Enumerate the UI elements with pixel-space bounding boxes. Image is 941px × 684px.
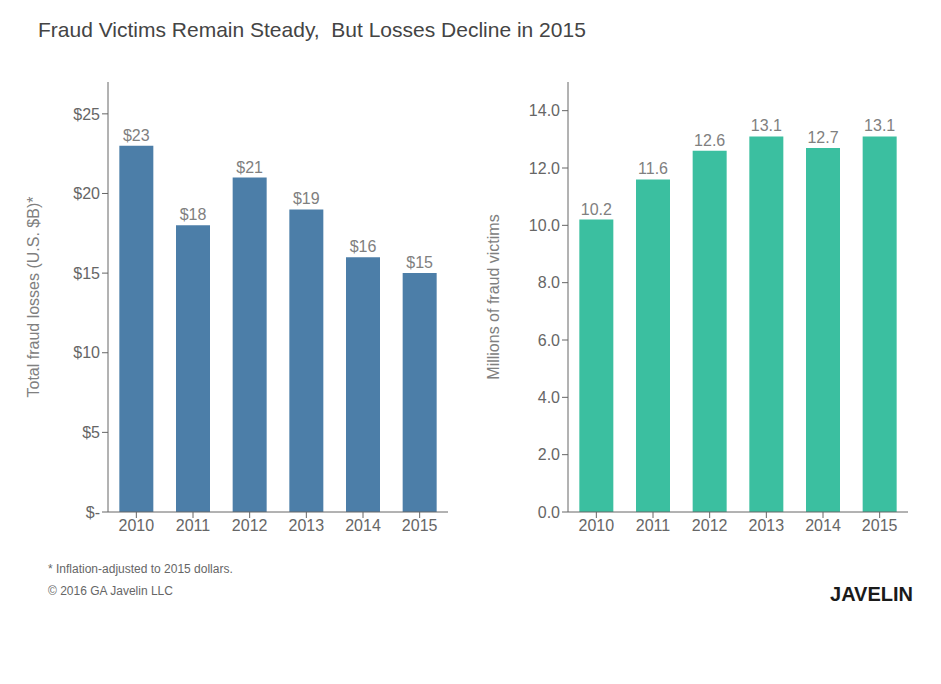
- svg-text:Millions of fraud victims: Millions of fraud victims: [485, 214, 502, 379]
- svg-text:12.0: 12.0: [529, 160, 560, 177]
- svg-text:$20: $20: [73, 185, 100, 202]
- svg-text:2.0: 2.0: [538, 446, 560, 463]
- svg-text:11.6: 11.6: [638, 160, 668, 177]
- svg-text:2011: 2011: [176, 517, 211, 534]
- svg-text:$-: $-: [86, 504, 100, 521]
- svg-text:2015: 2015: [862, 517, 898, 534]
- svg-text:2014: 2014: [805, 517, 841, 534]
- svg-text:12.7: 12.7: [807, 129, 838, 146]
- svg-text:0.0: 0.0: [538, 504, 560, 521]
- html-text:* Inflation-adjusted to 2015 d: * Inflation-adjusted to 2015 dollars.: [48, 562, 233, 576]
- svg-text:2011: 2011: [636, 517, 671, 534]
- svg-text:10.2: 10.2: [581, 201, 612, 218]
- svg-text:2013: 2013: [289, 517, 325, 534]
- svg-text:2015: 2015: [402, 517, 438, 534]
- svg-text:13.1: 13.1: [864, 117, 895, 134]
- svg-text:2010: 2010: [119, 517, 155, 534]
- svg-text:12.6: 12.6: [694, 132, 725, 149]
- svg-text:Total fraud losses (U.S. $B)*: Total fraud losses (U.S. $B)*: [25, 197, 42, 398]
- html-text:Fraud Victims Remain Steady, B: Fraud Victims Remain Steady, But Losses …: [38, 18, 586, 41]
- html-text:JAVELIN: JAVELIN: [830, 583, 913, 605]
- svg-text:$5: $5: [82, 424, 100, 441]
- svg-text:6.0: 6.0: [538, 332, 560, 349]
- svg-text:$15: $15: [73, 265, 100, 282]
- svg-text:2014: 2014: [345, 517, 381, 534]
- svg-text:$16: $16: [350, 238, 377, 255]
- svg-text:$19: $19: [293, 190, 320, 207]
- svg-text:13.1: 13.1: [751, 117, 782, 134]
- svg-text:14.0: 14.0: [529, 102, 560, 119]
- svg-text:2012: 2012: [232, 517, 268, 534]
- svg-text:2013: 2013: [749, 517, 785, 534]
- svg-text:$25: $25: [73, 106, 100, 123]
- svg-text:10.0: 10.0: [529, 217, 560, 234]
- svg-text:4.0: 4.0: [538, 389, 560, 406]
- svg-text:2010: 2010: [579, 517, 615, 534]
- svg-text:$15: $15: [406, 254, 433, 271]
- svg-text:$23: $23: [123, 127, 150, 144]
- svg-text:$21: $21: [236, 159, 263, 176]
- svg-text:8.0: 8.0: [538, 274, 560, 291]
- svg-text:$18: $18: [180, 206, 207, 223]
- html-text:© 2016 GA Javelin LLC: © 2016 GA Javelin LLC: [48, 584, 173, 598]
- svg-text:$10: $10: [73, 344, 100, 361]
- svg-text:2012: 2012: [692, 517, 728, 534]
